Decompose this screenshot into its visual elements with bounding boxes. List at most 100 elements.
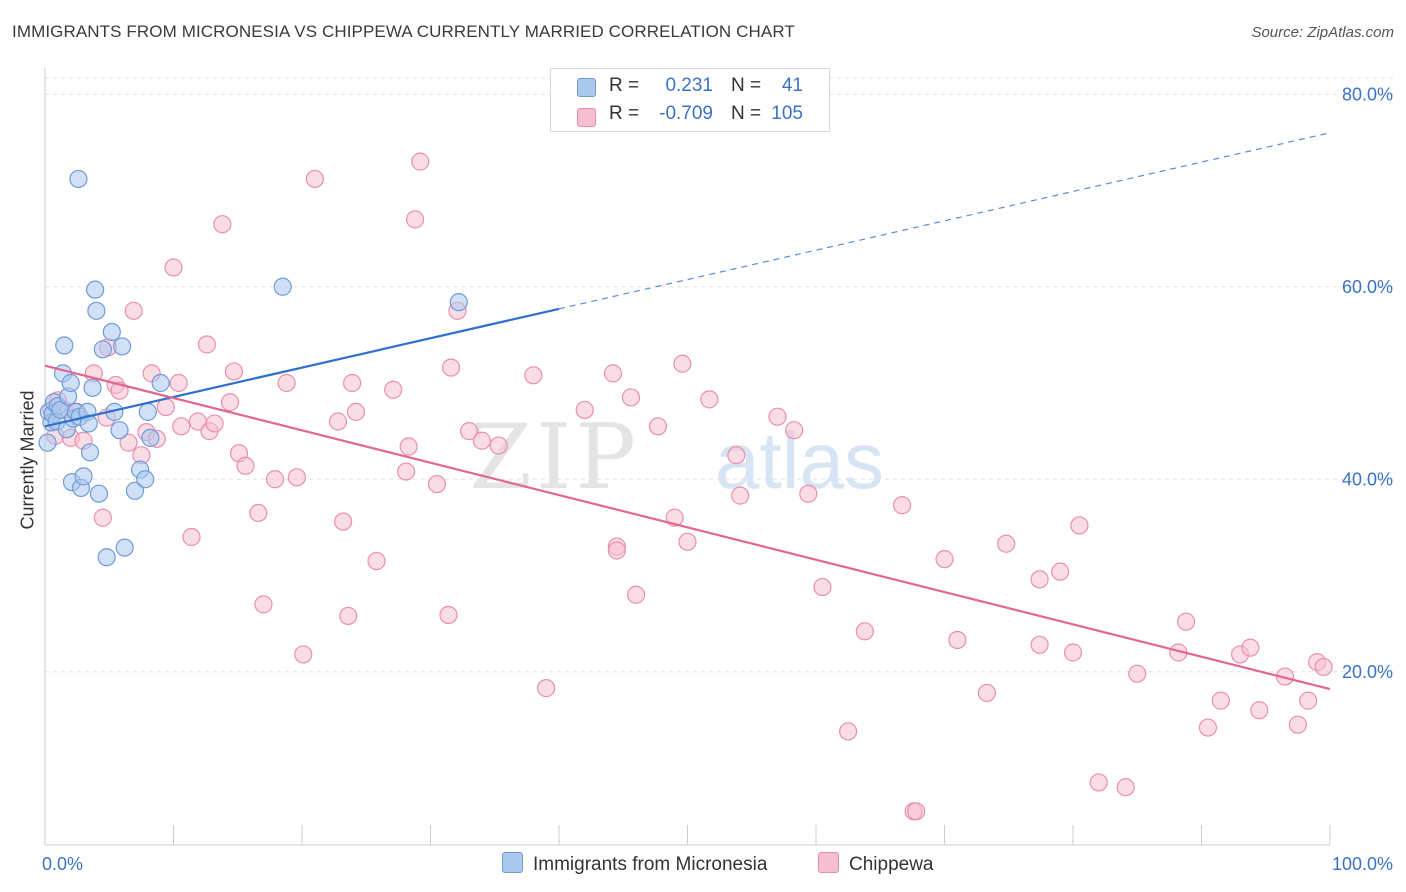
chippewa-point [294, 645, 313, 664]
chippewa-point [439, 605, 458, 625]
chippewa-point [459, 422, 479, 441]
chippewa-point [205, 414, 224, 433]
chippewa-point [305, 169, 324, 189]
chippewa-point [164, 258, 183, 277]
chippewa-point [907, 802, 926, 821]
chippewa-point [1116, 778, 1135, 797]
y-axis-label: Currently Married [17, 390, 38, 530]
watermark: ZIP atlas [469, 405, 884, 510]
chippewa-point [1089, 773, 1108, 792]
chippewa-point [1128, 664, 1147, 683]
chippewa-trend-line [44, 364, 1331, 691]
chippewa-point [524, 366, 543, 385]
chippewa-point [277, 373, 296, 393]
chippewa-point [328, 412, 348, 431]
chippewa-point [1176, 612, 1196, 631]
n-value: 105 [771, 103, 803, 124]
y-tick-label: 60.0% [1342, 277, 1393, 297]
r-label: R = [609, 103, 640, 124]
micronesia-point [138, 402, 157, 421]
micronesia-trend-line [44, 307, 560, 428]
n-label: N = [731, 75, 762, 96]
y-tick-label: 20.0% [1342, 662, 1393, 682]
chippewa-point [731, 486, 750, 505]
chippewa-point [396, 462, 416, 481]
chippewa-point [197, 335, 217, 354]
chippewa-point [948, 630, 967, 650]
chippewa-point [119, 433, 138, 452]
chippewa-point [626, 585, 646, 604]
micronesia-point [93, 340, 112, 359]
micronesia-point [151, 373, 170, 393]
chippewa-point [339, 606, 358, 626]
chippewa-point [892, 496, 912, 515]
micronesia-point [74, 467, 93, 486]
chippewa-point [411, 152, 430, 171]
chippewa-point [220, 393, 240, 412]
chippewa-points [42, 152, 1333, 821]
micronesia-point [87, 301, 106, 320]
axes [44, 68, 1331, 846]
chippewa-point [1030, 635, 1049, 654]
chippewa-point [839, 722, 858, 741]
micronesia-point [125, 481, 145, 500]
chippewa-point [346, 402, 366, 421]
chippewa-point [1211, 691, 1230, 710]
chippewa-point [537, 679, 556, 698]
r-label: R = [609, 75, 640, 96]
chippewa-point [124, 301, 143, 320]
chippewa-point [648, 417, 668, 436]
chippewa-point [813, 577, 832, 597]
chippewa-point [287, 468, 306, 487]
chippewa-point [768, 407, 787, 426]
chippewa-point [935, 550, 954, 569]
bottom-legend-swatch-pink [818, 852, 839, 873]
micronesia-point [69, 169, 88, 189]
chippewa-point [1241, 638, 1260, 657]
chippewa-point [575, 400, 594, 420]
chippewa-point [93, 508, 112, 527]
trend-lines [44, 132, 1331, 691]
micronesia-points [38, 169, 468, 567]
chippewa-point [182, 527, 201, 547]
chippewa-point [224, 362, 243, 381]
micronesia-point [55, 336, 74, 355]
chippewa-point [384, 380, 403, 399]
chippewa-point [405, 210, 425, 229]
micronesia-point [86, 280, 105, 299]
chippewa-point [343, 373, 362, 393]
gridlines [45, 77, 1393, 673]
bottom-legend-swatch-blue [502, 852, 523, 873]
chippewa-point [265, 470, 285, 489]
tick-labels: 20.0% 40.0% 60.0% 80.0% 0.0% 100.0% [42, 84, 1393, 874]
chippewa-point [1063, 643, 1083, 662]
micronesia-point [112, 337, 132, 356]
chippewa-point [441, 358, 461, 377]
micronesia-trend-extension [558, 132, 1331, 310]
chippewa-point [249, 503, 268, 523]
chippewa-point [172, 417, 191, 436]
chippewa-point [997, 534, 1016, 553]
chippewa-point [1030, 570, 1049, 589]
micronesia-point [115, 538, 134, 557]
chippewa-point [489, 436, 508, 455]
chippewa-point [367, 551, 386, 571]
chippewa-point [607, 541, 626, 560]
micronesia-point [89, 484, 109, 503]
chippewa-point [700, 390, 719, 409]
x-tick-label: 0.0% [42, 854, 83, 874]
bottom-legend-label: Immigrants from Micronesia [533, 854, 768, 875]
chippewa-point [603, 364, 623, 383]
bottom-legend-label: Chippewa [849, 854, 934, 875]
chippewa-point [855, 622, 874, 641]
chippewa-point [427, 474, 447, 494]
chippewa-point [727, 446, 746, 465]
chippewa-point [785, 421, 804, 440]
micronesia-point [273, 277, 292, 296]
chippewa-point [472, 431, 491, 450]
chippewa-point [621, 388, 641, 407]
micronesia-point [141, 428, 160, 447]
micronesia-point [136, 470, 155, 489]
chippewa-point [334, 512, 353, 531]
